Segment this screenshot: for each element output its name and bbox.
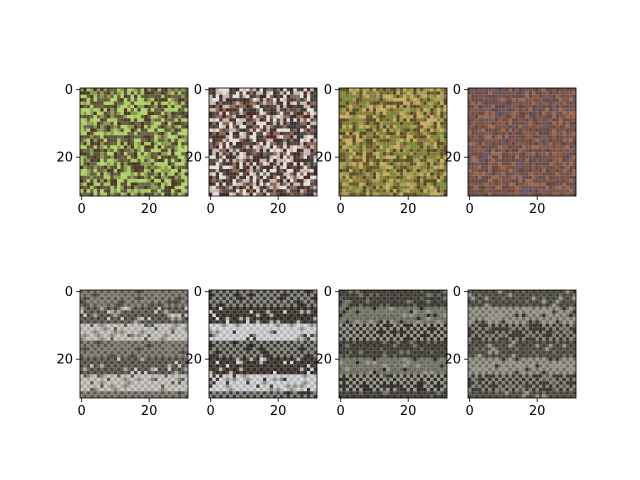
x-tick-label: 0 [207,404,215,419]
image-panel: 0 0 20 20 [444,83,577,217]
y-tick-label: 20 [315,353,332,368]
y-tick-label: 0 [324,83,332,98]
x-tick-label: 0 [207,202,215,217]
x-tick-label: 0 [337,404,345,419]
x-tick-label: 20 [529,404,546,419]
x-tick-label: 0 [78,202,86,217]
axes-frame [208,87,318,197]
axes-frame [79,87,189,197]
axes-frame [467,289,577,399]
x-tick-label: 20 [270,202,287,217]
y-tick-label: 20 [315,151,332,166]
image-panel: 0 0 20 20 [444,285,577,419]
y-tick-label: 0 [194,285,202,300]
image-panel: 0 0 20 20 [185,285,318,419]
axes-frame [467,87,577,197]
axes-frame [79,289,189,399]
x-tick-label: 20 [400,202,417,217]
y-tick-label: 20 [185,151,202,166]
x-tick-label: 20 [141,404,158,419]
axes-frame [208,289,318,399]
y-tick-label: 0 [453,83,461,98]
x-tick-label: 0 [78,404,86,419]
y-tick-label: 20 [56,151,73,166]
y-tick-label: 0 [65,83,73,98]
x-tick-label: 0 [466,202,474,217]
y-tick-label: 20 [56,353,73,368]
y-tick-label: 0 [324,285,332,300]
image-panel: 0 0 20 20 [56,285,189,419]
y-tick-label: 20 [444,353,461,368]
x-tick-label: 20 [400,404,417,419]
y-tick-label: 20 [185,353,202,368]
y-tick-label: 0 [453,285,461,300]
x-tick-label: 0 [337,202,345,217]
image-panel: 0 0 20 20 [315,83,448,217]
y-tick-label: 0 [65,285,73,300]
axes-frame [338,289,448,399]
x-tick-label: 0 [466,404,474,419]
y-tick-label: 0 [194,83,202,98]
image-panel: 0 0 20 20 [185,83,318,217]
image-panel: 0 0 20 20 [315,285,448,419]
y-tick-label: 20 [444,151,461,166]
x-tick-label: 20 [270,404,287,419]
image-panel: 0 0 20 20 [56,83,189,217]
x-tick-label: 20 [141,202,158,217]
axes-frame [338,87,448,197]
x-tick-label: 20 [529,202,546,217]
